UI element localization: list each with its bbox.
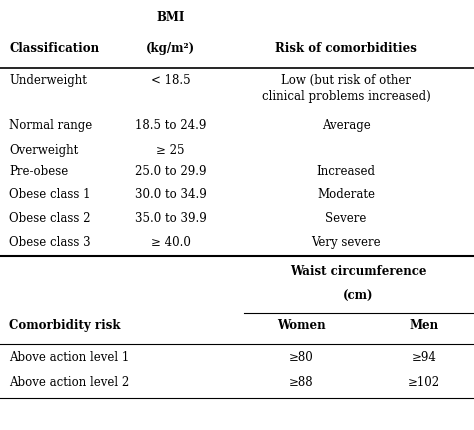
Text: Above action level 1: Above action level 1 bbox=[9, 350, 130, 363]
Text: Above action level 2: Above action level 2 bbox=[9, 375, 130, 388]
Text: Overweight: Overweight bbox=[9, 144, 79, 157]
Text: Classification: Classification bbox=[9, 42, 100, 55]
Text: Low (but risk of other
clinical problems increased): Low (but risk of other clinical problems… bbox=[262, 74, 430, 102]
Text: Women: Women bbox=[277, 318, 325, 331]
Text: Underweight: Underweight bbox=[9, 74, 87, 86]
Text: (cm): (cm) bbox=[343, 289, 373, 302]
Text: Moderate: Moderate bbox=[317, 188, 375, 201]
Text: 18.5 to 24.9: 18.5 to 24.9 bbox=[135, 119, 206, 132]
Text: Obese class 2: Obese class 2 bbox=[9, 212, 91, 224]
Text: Pre-obese: Pre-obese bbox=[9, 164, 69, 177]
Text: ≥80: ≥80 bbox=[289, 350, 313, 363]
Text: Obese class 3: Obese class 3 bbox=[9, 235, 91, 248]
Text: BMI: BMI bbox=[156, 11, 185, 24]
Text: Waist circumference: Waist circumference bbox=[290, 264, 426, 277]
Text: Men: Men bbox=[410, 318, 439, 331]
Text: Average: Average bbox=[322, 119, 370, 132]
Text: ≥102: ≥102 bbox=[408, 375, 440, 388]
Text: 30.0 to 34.9: 30.0 to 34.9 bbox=[135, 188, 207, 201]
Text: Risk of comorbidities: Risk of comorbidities bbox=[275, 42, 417, 55]
Text: Comorbidity risk: Comorbidity risk bbox=[9, 318, 121, 331]
Text: ≥94: ≥94 bbox=[412, 350, 437, 363]
Text: Normal range: Normal range bbox=[9, 119, 93, 132]
Text: 25.0 to 29.9: 25.0 to 29.9 bbox=[135, 164, 206, 177]
Text: Very severe: Very severe bbox=[311, 235, 381, 248]
Text: < 18.5: < 18.5 bbox=[151, 74, 191, 86]
Text: ≥ 40.0: ≥ 40.0 bbox=[151, 235, 191, 248]
Text: ≥88: ≥88 bbox=[289, 375, 313, 388]
Text: Severe: Severe bbox=[325, 212, 367, 224]
Text: 35.0 to 39.9: 35.0 to 39.9 bbox=[135, 212, 207, 224]
Text: ≥ 25: ≥ 25 bbox=[156, 144, 185, 157]
Text: (kg/m²): (kg/m²) bbox=[146, 42, 195, 55]
Text: Obese class 1: Obese class 1 bbox=[9, 188, 91, 201]
Text: Increased: Increased bbox=[317, 164, 375, 177]
